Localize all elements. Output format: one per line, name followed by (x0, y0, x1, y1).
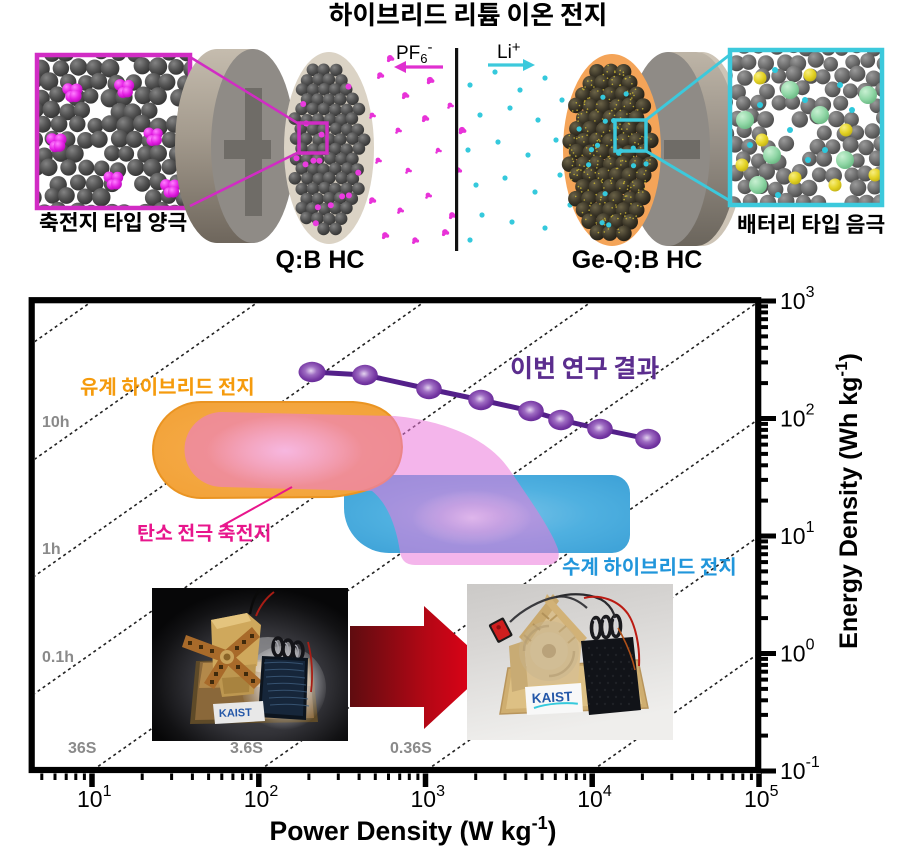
svg-text:Q:B HC: Q:B HC (276, 246, 365, 274)
svg-text:10h: 10h (42, 414, 70, 431)
svg-text:0.36S: 0.36S (390, 740, 432, 757)
svg-text:Energy Density (Wh kg-1): Energy Density (Wh kg-1) (832, 353, 863, 649)
svg-text:3.6S: 3.6S (230, 740, 263, 757)
svg-text:1h: 1h (42, 541, 61, 558)
svg-text:0.1h: 0.1h (42, 649, 74, 666)
svg-text:PF6-: PF6- (396, 39, 433, 66)
svg-text:KAIST: KAIST (219, 707, 253, 720)
svg-text:KAIST: KAIST (531, 689, 573, 706)
svg-text:36S: 36S (68, 740, 97, 757)
svg-text:Power Density (W kg-1): Power Density (W kg-1) (270, 813, 557, 846)
svg-text:Ge-Q:B HC: Ge-Q:B HC (572, 246, 703, 274)
svg-text:101: 101 (77, 783, 112, 812)
